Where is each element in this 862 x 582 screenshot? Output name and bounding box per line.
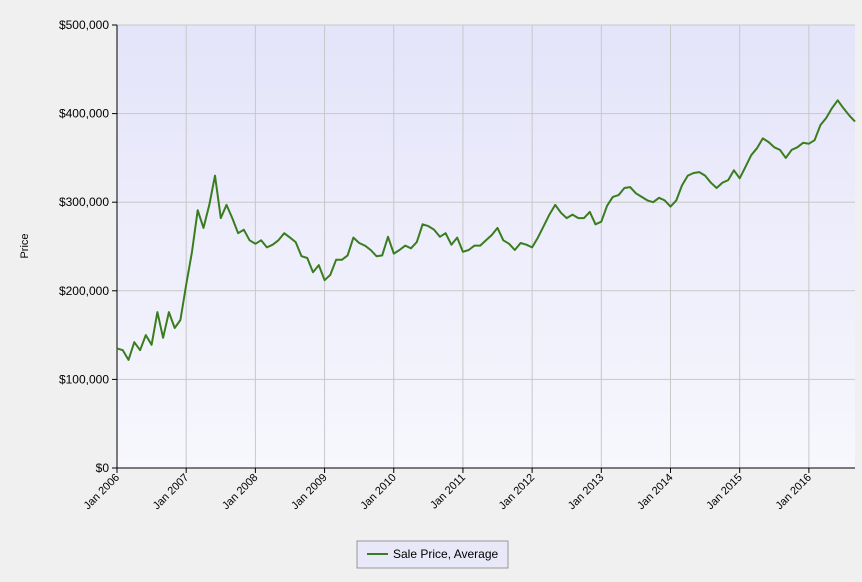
x-tick-label: Jan 2014 — [635, 472, 675, 512]
y-tick-label: $300,000 — [59, 195, 109, 209]
x-tick-label: Jan 2006 — [82, 472, 122, 512]
plot-area — [117, 25, 855, 468]
x-tick-label: Jan 2013 — [566, 472, 606, 512]
x-tick-label: Jan 2015 — [704, 472, 744, 512]
x-tick-label: Jan 2009 — [289, 472, 329, 512]
data-line — [116, 99, 856, 361]
x-tick-label: Jan 2011 — [428, 472, 468, 512]
x-tick-label: Jan 2008 — [220, 472, 260, 512]
y-tick-label: $400,000 — [59, 107, 109, 121]
y-tick-label: $200,000 — [59, 284, 109, 298]
y-axis-label: Price — [19, 233, 31, 258]
y-tick-label: $0 — [96, 461, 110, 475]
x-tick-label: Jan 2016 — [774, 472, 814, 512]
y-tick-label: $500,000 — [59, 18, 109, 32]
legend-label: Sale Price, Average — [393, 547, 499, 561]
x-tick-label: Jan 2007 — [151, 472, 191, 512]
y-tick-label: $100,000 — [59, 372, 109, 386]
x-tick-label: Jan 2010 — [358, 472, 398, 512]
x-tick-label: Jan 2012 — [497, 472, 537, 512]
